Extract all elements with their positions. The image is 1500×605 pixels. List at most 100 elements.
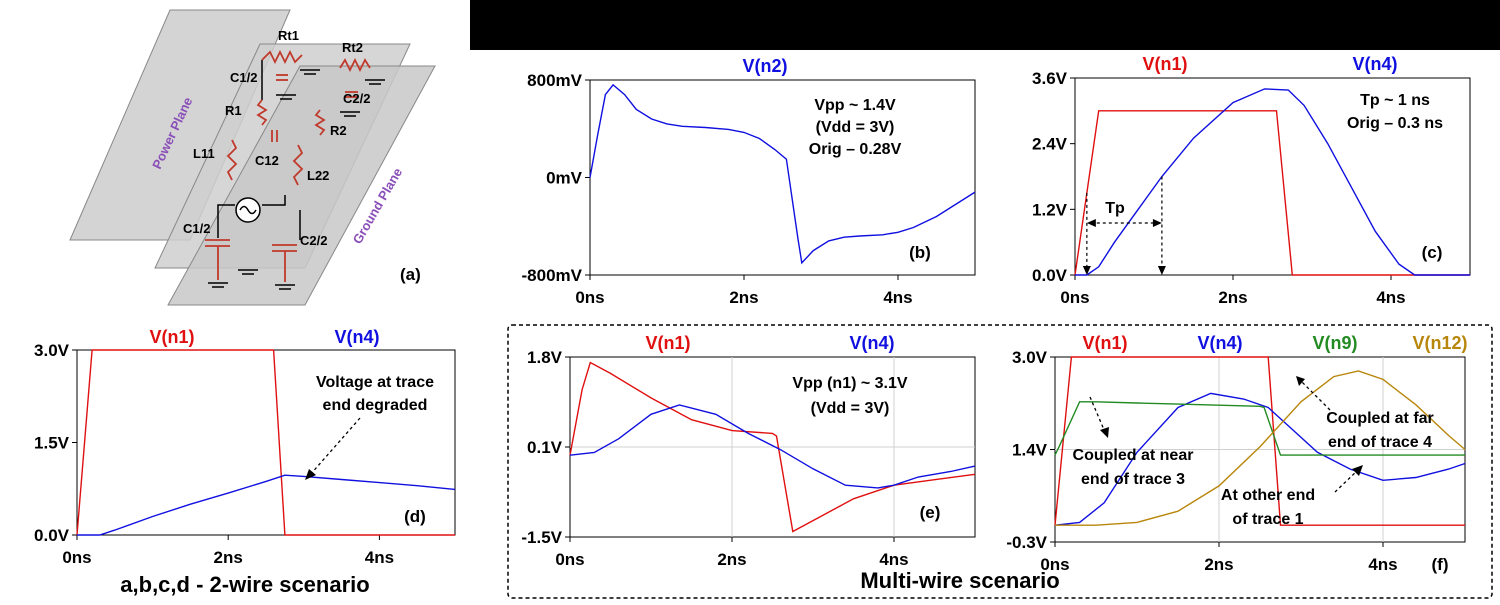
label-c12: C12 [255,153,279,168]
annotation-arrow [1299,379,1331,411]
series-name-label: V(n1) [1143,54,1188,74]
x-tick-label: 4ns [879,550,908,569]
annotation-text: Tp ~ 1 ns [1360,92,1430,109]
x-tick-label: 4ns [883,288,912,307]
annotation-text: (Vdd = 3V) [816,119,895,136]
label-r1: R1 [225,103,242,118]
label-rt1: Rt1 [278,28,299,43]
label-c2-2-top: C2/2 [343,91,370,106]
arrow-head-icon [305,469,316,480]
x-tick-label: 0ns [1060,288,1089,307]
series-line-vn2 [589,83,976,265]
y-tick-label: 0.0V [34,526,70,545]
annotation-text: Orig – 0.3 ns [1347,115,1443,132]
y-tick-label: 1.4V [1012,441,1048,460]
x-tick-label: 4ns [1368,555,1397,574]
series-line-vn1 [1074,110,1470,276]
label-l11: L11 [193,146,215,161]
x-tick-label: 4ns [1376,288,1405,307]
annotation-text: Vpp ~ 1.4V [814,97,896,114]
y-tick-label: 3.6V [1032,69,1068,88]
annotation-text: end of trace 3 [1081,471,1185,488]
series-line-vn4 [1075,88,1470,276]
x-tick-label: 0ns [62,548,91,567]
series-line-vn9 [1054,401,1465,456]
power-plane [69,9,291,241]
label-rt2: Rt2 [342,40,363,55]
header-bar [470,0,1500,50]
series-name-label: V(n12) [1412,333,1467,353]
x-tick-label: 2ns [729,288,758,307]
annotation-text: Voltage at trace [316,374,434,391]
arrow-head-icon [1100,427,1109,438]
series-name-label: V(n4) [1198,333,1243,353]
arrow-head-icon [1352,465,1363,476]
chart-panel-e: 1.8V 0.1V -1.5V 0ns 2ns 4ns V(n1) V(n4) Vpp (n1)… [521,333,976,569]
series-line-vn4 [569,404,976,489]
chart-panel-f: 3.0V 1.4V -0.3V 0ns 2ns 4ns V(n1) V(n4) V(n9) V(n… [1006,333,1467,574]
charts: 800mV 0mV -800mV 0ns 2ns 4ns V(n2) Vpp ~ 1.4V (V… [34,54,1471,574]
y-tick-label: -0.3V [1006,533,1047,552]
y-tick-label: 1.2V [1032,200,1068,219]
y-tick-label: 0mV [546,169,583,188]
ground-symbols [208,69,385,290]
x-tick-label: 0ns [1040,555,1069,574]
series-name-label: V(n1) [646,333,691,353]
annotation-arrow [1334,469,1359,493]
label-l22: L22 [307,168,329,183]
caption-two-wire: a,b,c,d - 2-wire scenario [120,572,369,597]
chart-panel-d: 3.0V 1.5V 0.0V 0ns 2ns 4ns V(n1) V(n4) Voltage a… [34,327,456,567]
annotation-text: end degraded [323,397,428,414]
annotation-text: (Vdd = 3V) [811,400,890,417]
series-name-label: V(n2) [743,56,788,76]
plot-frame [76,349,456,536]
y-tick-label: 3.0V [34,341,70,360]
series-name-label: V(n1) [150,327,195,347]
y-tick-label: 800mV [527,71,582,90]
annotation-text: Orig – 0.28V [809,141,902,158]
annotation-text: Coupled at near [1073,447,1194,464]
label-c2-2-bottom: C2/2 [300,233,327,248]
chart-panel-c: 3.6V 2.4V 1.2V 0.0V 0ns 2ns 4ns V(n1) V(n4) Tp ~ … [1032,54,1471,307]
series-line-vn1 [76,349,455,536]
x-tick-label: 2ns [214,548,243,567]
multi-wire-box [507,324,1493,599]
y-tick-label: 2.4V [1032,135,1068,154]
panel-label-d: (d) [404,507,426,526]
series-line-vn1 [569,361,976,533]
arrow-head-icon [1152,219,1162,228]
y-tick-label: 3.0V [1012,348,1048,367]
y-tick-label: 1.8V [527,348,563,367]
panel-label-b: (b) [909,243,931,262]
ground-plane [167,65,436,306]
x-tick-label: 2ns [1218,288,1247,307]
x-tick-label: 0ns [555,550,584,569]
series-line-vn1 [1054,356,1465,526]
series-name-label: V(n4) [1353,54,1398,74]
annotation-arrow [1089,396,1106,433]
y-tick-label: -800mV [522,266,583,285]
panel-label-c: (c) [1422,243,1443,262]
series-name-label: V(n4) [335,327,380,347]
series-line-vn4 [77,474,456,536]
y-tick-label: 1.5V [34,434,70,453]
annotation-text: Tp [1105,200,1125,217]
annotation-text: Coupled at far [1326,410,1434,427]
arrow-head-icon [1082,266,1091,275]
caption-multi-wire: Multi-wire scenario [860,568,1059,593]
series-line-vn12 [1055,370,1466,526]
label-c1-2-top: C1/2 [230,70,257,85]
x-tick-label: 2ns [1204,555,1233,574]
annotation-arrow [309,417,361,476]
chart-panel-b: 800mV 0mV -800mV 0ns 2ns 4ns V(n2) Vpp ~ 1.4V (V… [522,56,976,307]
x-tick-label: 4ns [365,548,394,567]
panel-label-e: (e) [920,503,941,522]
annotation-text: end of trace 4 [1328,434,1432,451]
panel-label-f: (f) [1432,555,1449,574]
y-tick-label: 0.1V [527,438,563,457]
series-name-label: V(n1) [1083,333,1128,353]
series-name-label: V(n9) [1313,333,1358,353]
annotation-text: of trace 1 [1232,511,1303,528]
arrow-head-icon [1086,219,1096,228]
